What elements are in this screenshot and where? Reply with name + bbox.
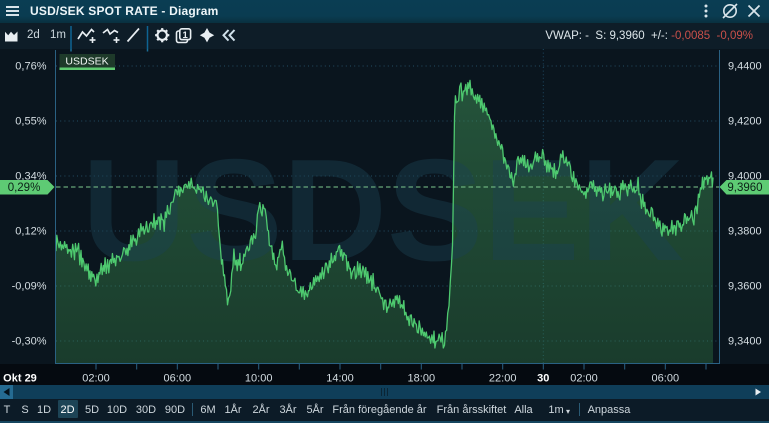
svg-text:18:00: 18:00 xyxy=(408,373,436,385)
svg-text:14:00: 14:00 xyxy=(326,373,354,385)
svg-text:0,55%: 0,55% xyxy=(15,116,46,128)
svg-text:9,4200: 9,4200 xyxy=(728,116,762,128)
svg-text:06:00: 06:00 xyxy=(652,373,680,385)
svg-text:10:00: 10:00 xyxy=(245,373,273,385)
svg-text:02:00: 02:00 xyxy=(570,373,598,385)
svg-text:USDSEK: USDSEK xyxy=(65,56,108,68)
svg-text:Okt 29: Okt 29 xyxy=(3,373,37,385)
svg-text:-0,09%: -0,09% xyxy=(12,281,47,293)
svg-text:-0,30%: -0,30% xyxy=(12,336,47,348)
svg-text:9,3400: 9,3400 xyxy=(728,336,762,348)
svg-text:30: 30 xyxy=(537,373,549,385)
svg-text:1: 1 xyxy=(183,30,189,41)
svg-text:USDSEK: USDSEK xyxy=(82,129,684,291)
svg-text:0,29%: 0,29% xyxy=(8,182,41,194)
svg-text:06:00: 06:00 xyxy=(164,373,192,385)
svg-text:0,34%: 0,34% xyxy=(15,171,46,183)
svg-text:9,3600: 9,3600 xyxy=(728,281,762,293)
svg-text:9,4400: 9,4400 xyxy=(728,61,762,73)
svg-text:02:00: 02:00 xyxy=(82,373,110,385)
svg-text:0,12%: 0,12% xyxy=(15,226,46,238)
svg-text:9,3960: 9,3960 xyxy=(727,182,762,194)
svg-text:9,4000: 9,4000 xyxy=(728,171,762,183)
svg-text:22:00: 22:00 xyxy=(489,373,517,385)
svg-text:0,76%: 0,76% xyxy=(15,61,46,73)
svg-text:9,3800: 9,3800 xyxy=(728,226,762,238)
